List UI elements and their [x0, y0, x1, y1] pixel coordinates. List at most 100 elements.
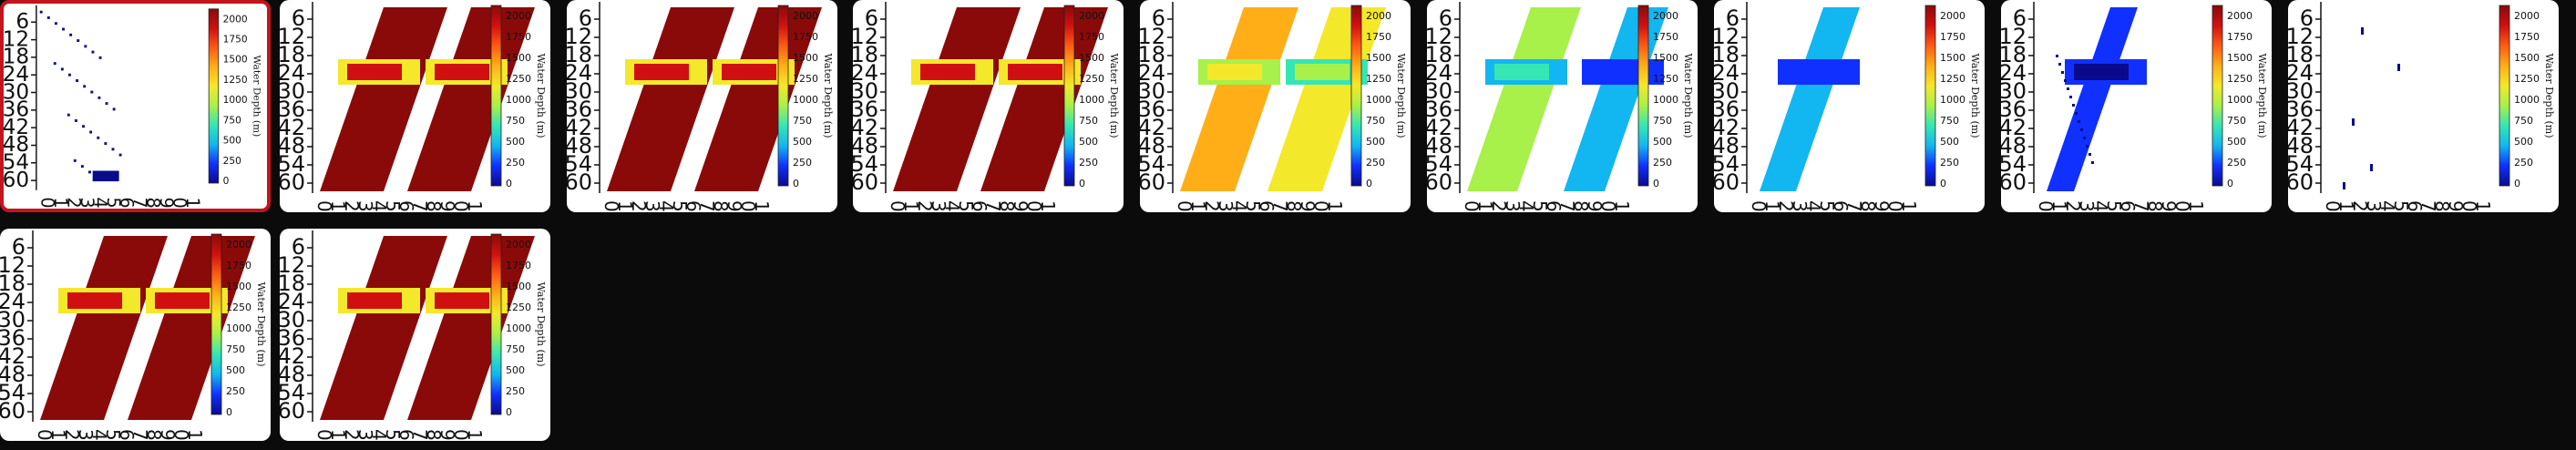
- depth-arm-core: [1494, 64, 1549, 80]
- y-tick-label: 54: [0, 380, 26, 405]
- depth-cell: [2061, 71, 2064, 74]
- x-tick-label: 6: [1543, 200, 1565, 212]
- x-tick-label: 1: [1611, 200, 1633, 212]
- result-thumbnail[interactable]: 6 12 18 24 30 36 42 48 54 60 0 1 2 3 4 5 6 7 8 9 0 1 2000 1750 1…: [567, 0, 837, 212]
- y-tick-label: 42: [280, 343, 305, 369]
- y-tick-label: 24: [280, 60, 305, 86]
- colorbar-tick-label: 250: [793, 157, 812, 169]
- result-thumbnail[interactable]: 6 12 18 24 30 36 42 48 54 60 0 1 2 3 4 5 6 7 8 9 0 1 2000 1750 1…: [853, 0, 1124, 212]
- x-tick-label: 1: [2185, 200, 2207, 212]
- colorbar-title: Water Depth (m): [535, 282, 547, 367]
- x-tick-label: 0: [37, 197, 58, 208]
- x-tick-label: 5: [103, 197, 124, 208]
- colorbar-title: Water Depth (m): [822, 54, 834, 138]
- depth-cell: [2397, 64, 2400, 71]
- x-tick-label: 2: [1488, 200, 1510, 212]
- depth-band: [980, 7, 1108, 191]
- depth-band: [1760, 7, 1860, 191]
- result-thumbnail[interactable]: 6 12 18 24 30 36 42 48 54 60 0 1 2 3 4 5 6 7 8 9 0 1 2000 1750 1…: [2001, 0, 2272, 212]
- depth-arm-core: [347, 292, 402, 309]
- depth-cell: [2083, 137, 2086, 139]
- x-tick-label: 5: [669, 200, 691, 212]
- depth-arm-core: [1008, 64, 1062, 80]
- colorbar-tick-label: 250: [1653, 157, 1672, 169]
- depth-cell: [105, 102, 108, 106]
- x-tick-label: 1: [1761, 200, 1783, 212]
- depth-cell: [2361, 27, 2364, 35]
- colorbar-tick-label: 500: [226, 364, 245, 376]
- y-tick-label: 30: [4, 79, 29, 104]
- colorbar-tick-label: 1500: [1940, 52, 1965, 64]
- y-tick-label: 54: [280, 380, 305, 405]
- y-tick-label: 24: [1427, 60, 1452, 86]
- colorbar-tick-label: 1000: [223, 94, 248, 106]
- y-tick-label: 54: [4, 150, 29, 175]
- x-tick-label: 7: [1269, 200, 1291, 212]
- x-tick-label: 9: [2445, 200, 2467, 212]
- x-tick-label: 9: [1584, 200, 1606, 212]
- depth-cell: [2370, 164, 2373, 171]
- y-tick-label: 60: [1140, 169, 1165, 195]
- x-tick-label: 3: [354, 200, 376, 212]
- depth-arm-core: [1207, 64, 1262, 80]
- x-tick-label: 4: [90, 197, 111, 208]
- depth-cell: [67, 113, 70, 117]
- result-thumbnail[interactable]: 6 12 18 24 30 36 42 48 54 60 0 1 2 3 4 5 6 7 8 9 0 1 2000 1750 1…: [280, 0, 550, 212]
- depth-cell: [2343, 182, 2345, 189]
- colorbar-title: Water Depth (m): [2543, 54, 2555, 138]
- colorbar-tick-label: 750: [1366, 115, 1385, 127]
- y-tick-label: 12: [4, 26, 29, 51]
- colorbar-tick-label: 750: [1079, 115, 1098, 127]
- result-thumbnail[interactable]: 6 12 18 24 30 36 42 48 54 60 0 1 2 3 4 5 6 7 8 9 0 1 2000 1750 1…: [280, 229, 550, 441]
- depth-map-plot: 6121824303642485460012345678901200017501…: [2001, 2, 2268, 212]
- result-thumbnail[interactable]: 6 12 18 24 30 36 42 48 54 60 0 1 2 3 4 5 6 7 8 9 0 1 2000 1750 1…: [1714, 0, 1985, 212]
- colorbar: [490, 233, 502, 415]
- colorbar: [2212, 5, 2223, 187]
- x-tick-label: 5: [1816, 200, 1838, 212]
- x-tick-label: 8: [423, 200, 445, 212]
- depth-arm-core: [634, 64, 689, 80]
- result-thumbnail[interactable]: 6 12 18 24 30 36 42 48 54 60 0 1 2 3 4 5 6 7 8 9 0 1 2000 1750 1…: [2288, 0, 2559, 212]
- x-tick-label: 0: [887, 200, 908, 212]
- y-tick-label: 24: [2288, 60, 2314, 86]
- colorbar-tick-label: 1000: [1653, 94, 1678, 106]
- colorbar-tick-label: 0: [2514, 178, 2520, 189]
- result-thumbnail[interactable]: 6 12 18 24 30 36 42 48 54 60 0 1 2 3 4 5 6 7 8 9 0 1 2000 1750 1…: [0, 0, 271, 212]
- x-tick-label: 7: [1556, 200, 1578, 212]
- y-tick-label: 48: [280, 362, 305, 387]
- y-tick-label: 30: [853, 78, 878, 104]
- depth-cell: [104, 142, 108, 145]
- depth-cell: [82, 125, 85, 128]
- x-tick-label: 3: [354, 429, 376, 441]
- x-tick-label: 0: [600, 200, 622, 212]
- y-tick-label: 36: [280, 97, 305, 122]
- depth-cell: [46, 16, 50, 19]
- depth-band: [607, 7, 734, 191]
- y-tick-label: 24: [2001, 60, 2027, 86]
- x-tick-label: 4: [368, 429, 390, 441]
- y-tick-label: 24: [853, 60, 878, 86]
- flood-panel-left: [320, 7, 447, 191]
- colorbar: [1637, 5, 1649, 187]
- x-tick-label: 1: [464, 200, 486, 212]
- depth-cell: [97, 96, 101, 99]
- colorbar-tick-label: 250: [223, 155, 242, 167]
- colorbar: [1924, 5, 1936, 187]
- depth-arm-core: [1591, 64, 1646, 80]
- y-tick-label: 6: [292, 234, 305, 260]
- y-tick-label: 24: [1714, 60, 1740, 86]
- depth-band: [694, 7, 822, 191]
- x-tick-label: 4: [1802, 200, 1824, 212]
- y-tick-label: 12: [853, 24, 878, 49]
- result-thumbnail[interactable]: 6 12 18 24 30 36 42 48 54 60 0 1 2 3 4 5 6 7 8 9 0 1 2000 1750 1…: [1427, 0, 1698, 212]
- colorbar-tick-label: 500: [1653, 136, 1672, 148]
- result-thumbnail[interactable]: 6 12 18 24 30 36 42 48 54 60 0 1 2 3 4 5 6 7 8 9 0 1 2000 1750 1…: [1140, 0, 1411, 212]
- x-tick-label: 7: [2130, 200, 2152, 212]
- colorbar-tick-label: 1250: [793, 73, 818, 85]
- y-tick-label: 18: [1714, 42, 1740, 67]
- y-tick-label: 30: [1427, 78, 1452, 104]
- x-tick-label: 7: [2417, 200, 2439, 212]
- x-tick-label: 2: [2349, 200, 2371, 212]
- result-thumbnail[interactable]: 6 12 18 24 30 36 42 48 54 60 0 1 2 3 4 5 6 7 8 9 0 1 2000 1750 1…: [0, 229, 271, 441]
- y-tick-label: 24: [0, 289, 26, 314]
